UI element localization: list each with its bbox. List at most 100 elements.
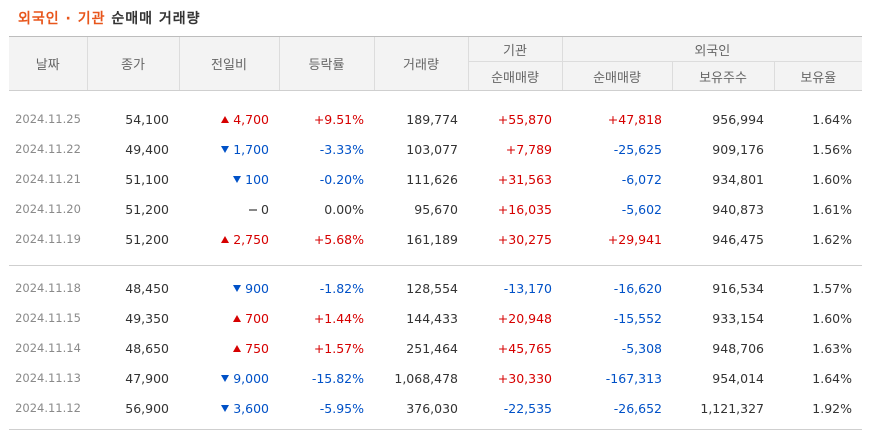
date-cell: 2024.11.19 (15, 232, 81, 246)
volume-cell: 376,030 (406, 400, 458, 416)
rate-cell: +1.57% (313, 340, 364, 356)
change-value: 0 (261, 201, 269, 217)
institution-net-cell: +16,035 (497, 201, 552, 217)
holding-ratio-cell: 1.56% (812, 141, 853, 157)
holding-ratio-cell: 1.60% (812, 310, 853, 326)
up-triangle-icon (233, 314, 242, 322)
change-cell: 100 (179, 164, 279, 194)
down-triangle-icon (221, 145, 230, 153)
institution-net-cell: +20,948 (497, 310, 552, 326)
volume-cell: 189,774 (406, 111, 458, 127)
close-cell: 49,350 (125, 310, 169, 326)
table-header: 날짜 종가 전일비 등락률 거래량 기관 외국인 순매매량 순매매량 보유주수 … (9, 36, 863, 91)
holding-ratio-cell: 1.62% (812, 231, 853, 247)
gap-row (9, 266, 862, 274)
institution-net-cell: -22,535 (503, 400, 552, 416)
spacer-row (9, 91, 862, 105)
table-row: 2024.11.18 48,450 900 -1.82% 128,554 -13,170 -… (9, 273, 862, 303)
rate-cell: 0.00% (324, 201, 364, 217)
volume-cell: 161,189 (406, 231, 458, 247)
change-value: 3,600 (233, 400, 269, 416)
date-cell: 2024.11.12 (15, 401, 81, 415)
col-rate: 등락률 (278, 36, 374, 91)
change-value: 100 (245, 171, 269, 187)
change-cell: 2,750 (179, 224, 279, 254)
col-institution-net: 순매매량 (467, 61, 562, 91)
table-body: 2024.11.25 54,100 4,700 +9.51% 189,774 +55,87… (9, 91, 863, 430)
up-triangle-icon (233, 344, 242, 352)
institution-net-cell: +55,870 (497, 111, 552, 127)
holding-ratio-cell: 1.63% (812, 340, 853, 356)
volume-cell: 251,464 (406, 340, 458, 356)
table-row: 2024.11.14 48,650 750 +1.57% 251,464 +45,765 -… (9, 333, 862, 363)
trading-table: 날짜 종가 전일비 등락률 거래량 기관 외국인 순매매량 순매매량 보유주수 … (9, 36, 863, 430)
holdings-cell: 1,121,327 (700, 400, 764, 416)
table-row: 2024.11.25 54,100 4,700 +9.51% 189,774 +55,87… (9, 104, 862, 134)
change-cell: 900 (179, 273, 279, 303)
rate-cell: -1.82% (319, 280, 364, 296)
endline-row (9, 423, 863, 430)
close-cell: 48,450 (125, 280, 169, 296)
holdings-cell: 934,801 (712, 171, 764, 187)
foreign-net-cell: -6,072 (621, 171, 662, 187)
col-volume: 거래량 (373, 36, 468, 91)
col-holdings: 보유주수 (671, 61, 774, 91)
foreign-net-cell: -16,620 (613, 280, 662, 296)
volume-cell: 128,554 (406, 280, 458, 296)
table-row: 2024.11.13 47,900 9,000 -15.82% 1,068,478 +30… (9, 363, 862, 393)
change-value: 4,700 (233, 111, 269, 127)
date-cell: 2024.11.21 (15, 172, 81, 186)
holdings-cell: 916,534 (712, 280, 764, 296)
holdings-cell: 954,014 (712, 370, 764, 386)
holdings-cell: 948,706 (712, 340, 764, 356)
date-cell: 2024.11.15 (15, 311, 81, 325)
institution-net-cell: +30,330 (497, 370, 552, 386)
volume-cell: 111,626 (406, 171, 458, 187)
rate-cell: -5.95% (319, 400, 364, 416)
close-cell: 47,900 (125, 370, 169, 386)
rate-cell: +5.68% (313, 231, 364, 247)
sep-row (9, 254, 863, 266)
down-triangle-icon (233, 175, 242, 183)
date-cell: 2024.11.22 (15, 142, 81, 156)
col-foreign-net: 순매매량 (561, 61, 672, 91)
foreign-net-cell: -167,313 (605, 370, 662, 386)
rate-cell: -3.33% (319, 141, 364, 157)
change-value: 1,700 (233, 141, 269, 157)
institution-net-cell: +7,789 (505, 141, 552, 157)
institution-net-cell: +30,275 (497, 231, 552, 247)
table-row: 2024.11.20 51,200 0 0.00% 95,670 +16,035 -5,60… (9, 194, 862, 224)
section-title: 외국인 · 기관 순매매 거래량 (18, 8, 201, 28)
change-cell: 4,700 (179, 104, 279, 134)
up-triangle-icon (221, 115, 230, 123)
date-cell: 2024.11.18 (15, 281, 81, 295)
table-row: 2024.11.19 51,200 2,750 +5.68% 161,189 +30,27… (9, 224, 862, 254)
col-group-foreign: 외국인 (561, 36, 863, 62)
col-holding-ratio: 보유율 (773, 61, 863, 91)
change-cell: 1,700 (179, 134, 279, 164)
holdings-cell: 933,154 (712, 310, 764, 326)
change-value: 700 (245, 310, 269, 326)
foreign-net-cell: -5,308 (621, 340, 662, 356)
foreign-net-cell: -15,552 (613, 310, 662, 326)
col-date: 날짜 (9, 36, 87, 91)
holding-ratio-cell: 1.64% (812, 111, 853, 127)
holdings-cell: 940,873 (712, 201, 764, 217)
change-cell: 3,600 (179, 393, 279, 423)
foreign-net-cell: -5,602 (621, 201, 662, 217)
close-cell: 49,400 (125, 141, 169, 157)
close-cell: 48,650 (125, 340, 169, 356)
foreign-net-cell: -26,652 (613, 400, 662, 416)
holdings-cell: 946,475 (712, 231, 764, 247)
holding-ratio-cell: 1.92% (812, 400, 853, 416)
holdings-cell: 909,176 (712, 141, 764, 157)
date-cell: 2024.11.14 (15, 341, 81, 355)
close-cell: 56,900 (125, 400, 169, 416)
col-change: 전일비 (178, 36, 279, 91)
down-triangle-icon (233, 284, 242, 292)
change-value: 750 (245, 340, 269, 356)
change-cell: 750 (179, 333, 279, 363)
down-triangle-icon (221, 404, 230, 412)
flat-dash-icon (249, 208, 258, 211)
volume-cell: 95,670 (414, 201, 458, 217)
